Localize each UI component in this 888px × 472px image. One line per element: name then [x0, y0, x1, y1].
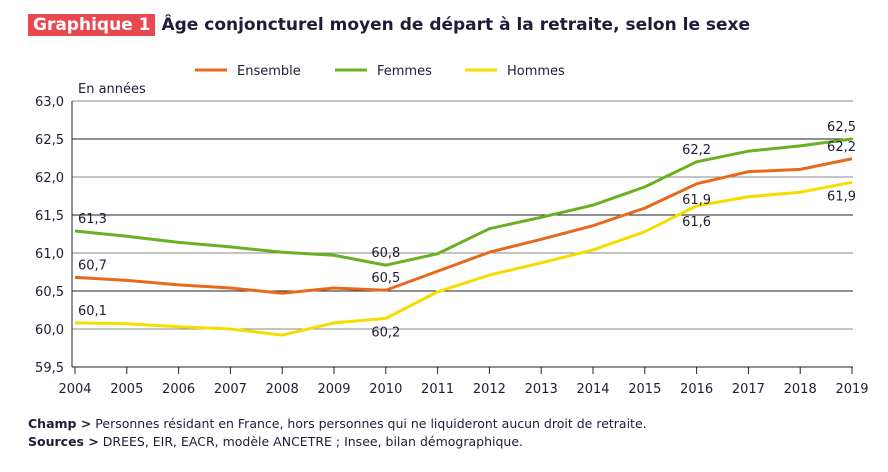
data-label: 61,9: [682, 193, 711, 208]
data-label: 60,8: [371, 246, 400, 261]
x-tick-label: 2004: [58, 382, 91, 397]
x-tick-label: 2019: [835, 382, 868, 397]
x-tick-label: 2014: [576, 382, 609, 397]
y-tick-label: 60,0: [35, 323, 64, 338]
y-tick-label: 61,5: [35, 209, 64, 224]
x-tick-label: 2017: [732, 382, 765, 397]
figure-badge: Graphique 1: [28, 14, 156, 36]
title-text: Âge conjoncturel moyen de départ à la re…: [161, 15, 751, 35]
data-label: 60,7: [78, 258, 107, 273]
legend-label-ensemble: Ensemble: [237, 64, 301, 79]
data-label: 60,1: [78, 304, 107, 319]
x-tick-label: 2018: [784, 382, 817, 397]
sources-text: DREES, EIR, EACR, modèle ANCETRE ; Insee…: [98, 434, 523, 449]
x-tick-label: 2013: [525, 382, 558, 397]
legend-label-hommes: Hommes: [507, 64, 565, 79]
legend-label-femmes: Femmes: [377, 64, 432, 79]
x-tick-label: 2006: [162, 382, 195, 397]
data-label: 62,2: [682, 143, 711, 158]
series-line-hommes: [74, 180, 853, 337]
x-tick-label: 2010: [369, 382, 402, 397]
data-label: 60,2: [371, 325, 400, 340]
x-tick-label: 2016: [680, 382, 713, 397]
x-tick-label: 2012: [473, 382, 506, 397]
x-tick-label: 2015: [628, 382, 661, 397]
champ-text: Personnes résidant en France, hors perso…: [91, 416, 647, 431]
x-tick-label: 2008: [266, 382, 299, 397]
data-label: 61,3: [78, 212, 107, 227]
y-tick-label: 59,5: [35, 361, 64, 376]
y-tick-label: 62,0: [35, 171, 64, 186]
data-label: 60,5: [371, 271, 400, 286]
x-tick-label: 2005: [110, 382, 143, 397]
chart-title: Graphique 1 Âge conjoncturel moyen de dé…: [28, 14, 750, 36]
series-line-femmes: [74, 137, 853, 267]
y-tick-label: 62,5: [35, 133, 64, 148]
y-tick-label: 61,0: [35, 247, 64, 262]
data-label: 61,6: [682, 215, 711, 230]
x-tick-label: 2007: [214, 382, 247, 397]
data-label: 61,9: [827, 189, 856, 204]
x-tick-label: 2011: [421, 382, 454, 397]
champ-label: Champ >: [28, 416, 92, 431]
data-label: 62,2: [827, 140, 856, 155]
sources-label: Sources >: [28, 434, 99, 449]
data-label: 62,5: [827, 120, 856, 135]
series-line-ensemble: [74, 157, 853, 295]
y-axis-label: En années: [78, 82, 146, 97]
footnote-sources: Sources > DREES, EIR, EACR, modèle ANCET…: [28, 434, 523, 449]
y-tick-label: 63,0: [35, 95, 64, 110]
footnote-champ: Champ > Personnes résidant en France, ho…: [28, 416, 647, 431]
y-tick-label: 60,5: [35, 285, 64, 300]
x-tick-label: 2009: [317, 382, 350, 397]
